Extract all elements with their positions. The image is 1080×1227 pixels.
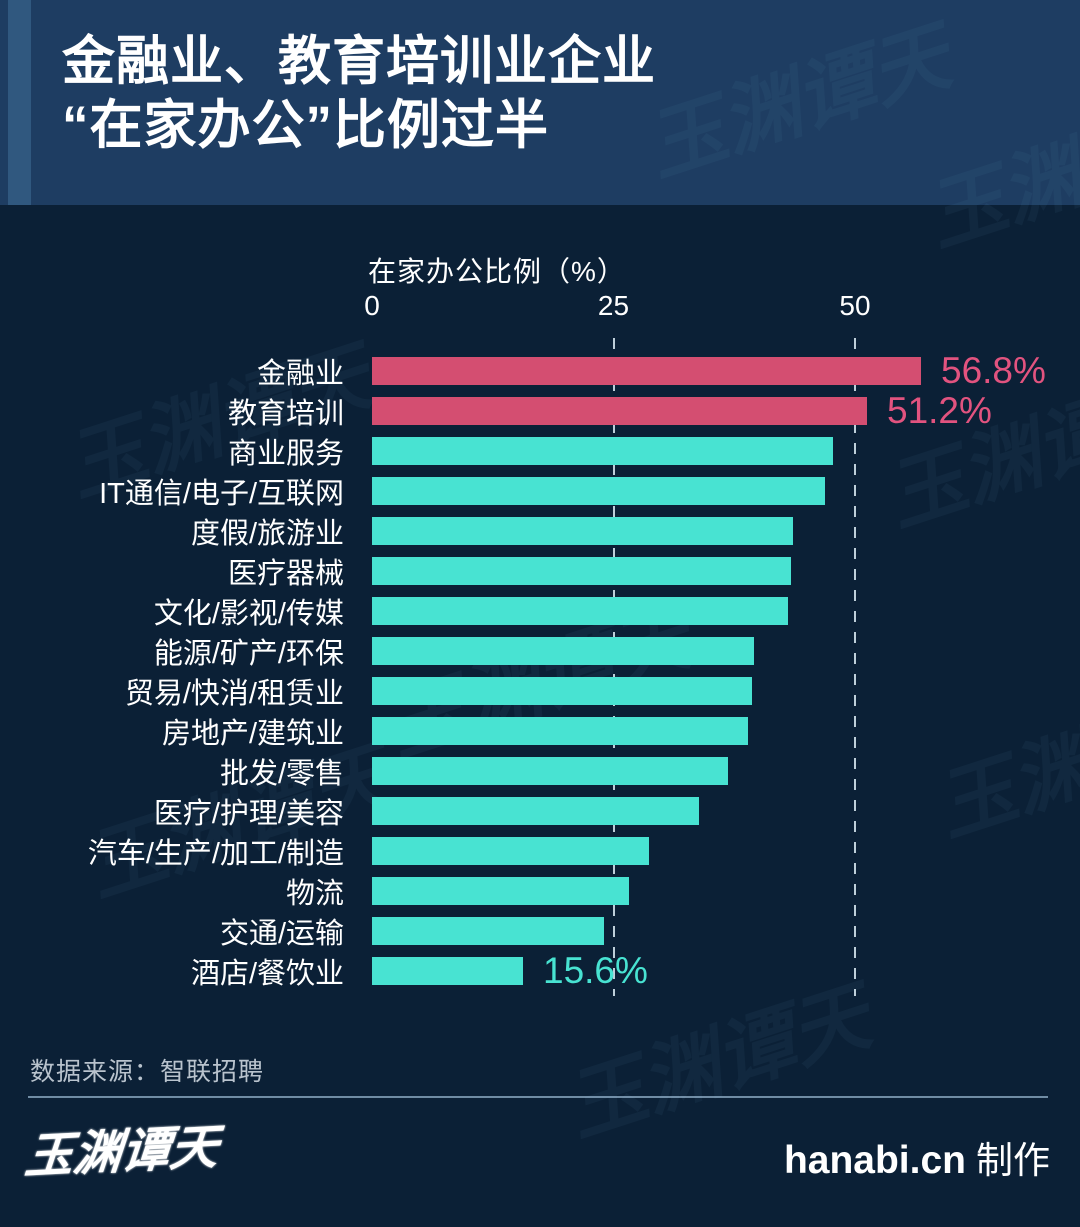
bar [372,877,629,905]
credit-brand: hanabi.cn [783,1139,966,1182]
bar-chart: 金融业 56.8% 教育培训 51.2% 商业服务 IT通信/电子/互联网度假/旅游业医疗… [0,350,1080,991]
category-label: 房地产/建筑业 [161,718,344,750]
bar [372,477,825,505]
bar [372,837,649,865]
bar [372,717,748,745]
bar-row: 医疗/护理/美容 [0,791,1080,831]
bar-row: 交通/运输 [0,911,1080,951]
bar-row: 贸易/快消/租赁业 [0,671,1080,711]
category-label: 交通/运输 [219,918,344,950]
category-label: 汽车/生产/加工/制造 [87,838,344,870]
bar [372,437,833,465]
category-label: 教育培训 [227,398,344,430]
page-title: 金融业、教育培训业企业 “在家办公”比例过半 [62,30,656,158]
bar [372,757,728,785]
bar-row: IT通信/电子/互联网 [0,471,1080,511]
header-accent-stripe [8,0,31,205]
bar-row: 商业服务 [0,431,1080,471]
category-label: 物流 [285,878,344,910]
category-label: IT通信/电子/互联网 [99,478,344,510]
bar-row: 物流 [0,871,1080,911]
bar [372,917,604,945]
header: 金融业、教育培训业企业 “在家办公”比例过半 [0,0,1080,205]
category-label: 批发/零售 [219,758,344,790]
bar-row: 医疗器械 [0,551,1080,591]
bar-row: 教育培训 51.2% [0,390,1080,431]
credit-suffix: 制作 [976,1140,1050,1181]
bar-row: 酒店/餐饮业 15.6% [0,950,1080,991]
dashed-gridline [854,338,856,996]
bar-row: 能源/矿产/环保 [0,631,1080,671]
x-tick-label: 50 [839,290,871,321]
bar [372,597,788,625]
bar-row: 汽车/生产/加工/制造 [0,831,1080,871]
footer-divider [28,1096,1048,1098]
x-tick-label: 0 [364,290,380,321]
bar [372,957,523,985]
category-label: 能源/矿产/环保 [153,638,344,670]
category-label: 医疗器械 [227,558,344,590]
bar [372,397,867,425]
bar [372,357,921,385]
category-label: 医疗/护理/美容 [153,798,344,830]
page-title-line1: 金融业、教育培训业企业 [62,32,656,91]
bar-row: 文化/影视/传媒 [0,591,1080,631]
value-label: 51.2% [887,390,992,431]
x-tick-label: 25 [597,290,630,321]
brand-logo: 玉渊谭天 [22,1121,221,1184]
page-title-line2: “在家办公”比例过半 [62,96,549,155]
credit-line: hanabi.cn 制作 [784,1130,1050,1184]
category-label: 商业服务 [227,438,344,470]
bar-row: 金融业 56.8% [0,350,1080,391]
bar-row: 批发/零售 [0,751,1080,791]
bar [372,797,699,825]
bar-row: 房地产/建筑业 [0,711,1080,751]
value-label: 15.6% [543,950,648,991]
dashed-gridline [612,338,615,996]
category-label: 贸易/快消/租赁业 [124,678,344,710]
bar [372,517,793,545]
bar [372,557,791,585]
bar-row: 度假/旅游业 [0,511,1080,551]
value-label: 56.8% [941,350,1046,391]
axis-title: 在家办公比例（%） [368,256,626,287]
category-label: 度假/旅游业 [190,518,344,550]
category-label: 金融业 [256,358,344,390]
category-label: 文化/影视/传媒 [153,598,344,630]
bar [372,677,752,705]
bar [372,637,754,665]
data-source-note: 数据来源：智联招聘 [30,1058,265,1086]
category-label: 酒店/餐饮业 [190,958,344,990]
